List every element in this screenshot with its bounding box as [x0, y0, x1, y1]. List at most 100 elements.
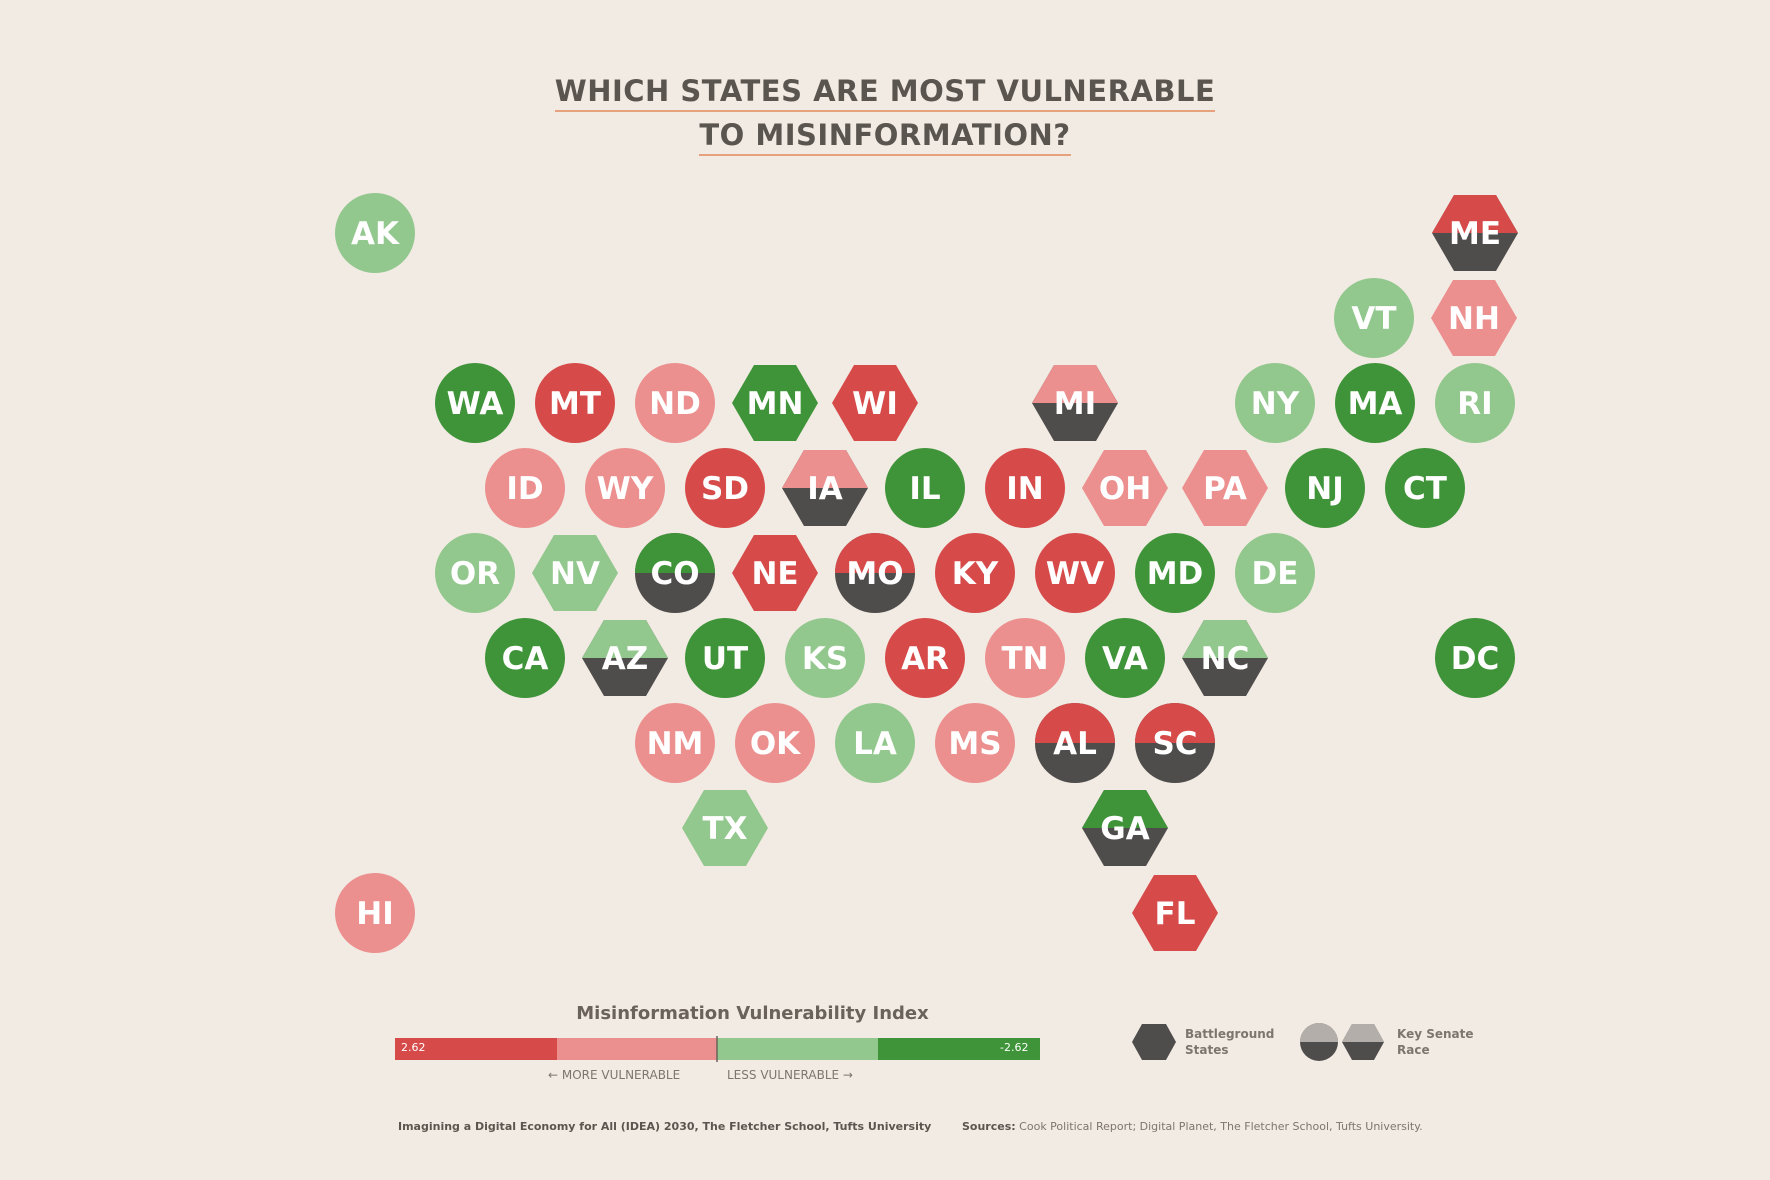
state-md: MD: [1135, 533, 1215, 613]
state-label: TN: [1001, 641, 1048, 677]
state-label: KS: [802, 641, 848, 677]
state-nh: NH: [1431, 280, 1517, 356]
state-vt: VT: [1334, 278, 1414, 358]
state-ri: RI: [1435, 363, 1515, 443]
state-me: ME: [1432, 195, 1518, 271]
state-nm: NM: [635, 703, 715, 783]
state-label: CT: [1403, 471, 1447, 507]
state-label: ME: [1449, 216, 1501, 252]
state-label: OR: [450, 556, 500, 592]
less-vulnerable-label: LESS VULNERABLE →: [727, 1068, 853, 1082]
bar-max-label: 2.62: [401, 1041, 426, 1054]
title-line-1: WHICH STATES ARE MOST VULNERABLE: [0, 74, 1770, 112]
state-ak: AK: [335, 193, 415, 273]
state-label: KY: [952, 556, 999, 592]
state-az: AZ: [582, 620, 668, 696]
state-label: UT: [702, 641, 748, 677]
state-label: CA: [502, 641, 549, 677]
bar-segment-dark-green: [878, 1038, 1040, 1060]
battleground-label: Battleground States: [1185, 1027, 1275, 1057]
state-label: WA: [447, 386, 504, 422]
state-label: IN: [1006, 471, 1043, 507]
state-label: OH: [1099, 471, 1151, 507]
state-label: NY: [1251, 386, 1300, 422]
senate-label: Key Senate Race: [1397, 1027, 1474, 1057]
state-mi: MI: [1032, 365, 1118, 441]
state-ky: KY: [935, 533, 1015, 613]
legend-title: Misinformation Vulnerability Index: [576, 1003, 929, 1024]
state-label: AR: [901, 641, 949, 677]
state-label: CO: [650, 556, 699, 592]
state-label: VT: [1351, 301, 1396, 337]
state-label: NM: [647, 726, 704, 762]
state-nj: NJ: [1285, 448, 1365, 528]
state-label: MA: [1348, 386, 1403, 422]
senate-race-icons: [1300, 1023, 1384, 1061]
state-mn: MN: [732, 365, 818, 441]
footer-sources: Sources: Cook Political Report; Digital …: [962, 1120, 1423, 1133]
state-label: IL: [909, 471, 940, 507]
state-label: NV: [550, 556, 600, 592]
state-tn: TN: [985, 618, 1065, 698]
state-tx: TX: [682, 790, 768, 866]
state-il: IL: [885, 448, 965, 528]
state-label: WY: [597, 471, 654, 507]
state-wi: WI: [832, 365, 918, 441]
state-label: AL: [1053, 726, 1097, 762]
state-label: VA: [1102, 641, 1148, 677]
state-label: ND: [649, 386, 701, 422]
state-label: MS: [948, 726, 1001, 762]
state-label: NH: [1448, 301, 1500, 337]
state-label: NC: [1201, 641, 1250, 677]
state-al: AL: [1035, 703, 1115, 783]
state-label: GA: [1100, 811, 1149, 847]
state-label: LA: [853, 726, 897, 762]
state-label: SD: [701, 471, 749, 507]
state-label: WV: [1046, 556, 1104, 592]
state-label: WI: [852, 386, 898, 422]
state-sc: SC: [1135, 703, 1215, 783]
state-ct: CT: [1385, 448, 1465, 528]
state-co: CO: [635, 533, 715, 613]
state-fl: FL: [1132, 875, 1218, 951]
state-ga: GA: [1082, 790, 1168, 866]
state-label: MT: [549, 386, 601, 422]
state-oh: OH: [1082, 450, 1168, 526]
state-label: RI: [1457, 386, 1492, 422]
footer-credit: Imagining a Digital Economy for All (IDE…: [398, 1120, 932, 1133]
state-sd: SD: [685, 448, 765, 528]
state-id: ID: [485, 448, 565, 528]
state-label: AK: [351, 216, 400, 252]
state-label: AZ: [602, 641, 648, 677]
state-la: LA: [835, 703, 915, 783]
state-hi: HI: [335, 873, 415, 953]
state-wa: WA: [435, 363, 515, 443]
bar-min-label: -2.62: [1000, 1041, 1029, 1054]
state-mt: MT: [535, 363, 615, 443]
state-ks: KS: [785, 618, 865, 698]
state-dc: DC: [1435, 618, 1515, 698]
bar-segment-dark-red: [395, 1038, 557, 1060]
state-label: NE: [751, 556, 798, 592]
state-ma: MA: [1335, 363, 1415, 443]
state-nc: NC: [1182, 620, 1268, 696]
state-label: TX: [702, 811, 747, 847]
state-label: IA: [807, 471, 843, 507]
state-ne: NE: [732, 535, 818, 611]
state-label: PA: [1203, 471, 1247, 507]
state-label: SC: [1152, 726, 1197, 762]
state-label: OK: [750, 726, 801, 762]
state-de: DE: [1235, 533, 1315, 613]
more-vulnerable-label: ← MORE VULNERABLE: [548, 1068, 681, 1082]
title-line-2: TO MISINFORMATION?: [0, 118, 1770, 156]
state-va: VA: [1085, 618, 1165, 698]
battleground-hex-icon: [1132, 1024, 1176, 1060]
state-ms: MS: [935, 703, 1015, 783]
state-label: MN: [747, 386, 804, 422]
state-wv: WV: [1035, 533, 1115, 613]
bar-segment-light-green: [717, 1038, 878, 1060]
state-label: HI: [356, 896, 393, 932]
bar-segment-light-red: [557, 1038, 717, 1060]
state-label: DE: [1252, 556, 1299, 592]
